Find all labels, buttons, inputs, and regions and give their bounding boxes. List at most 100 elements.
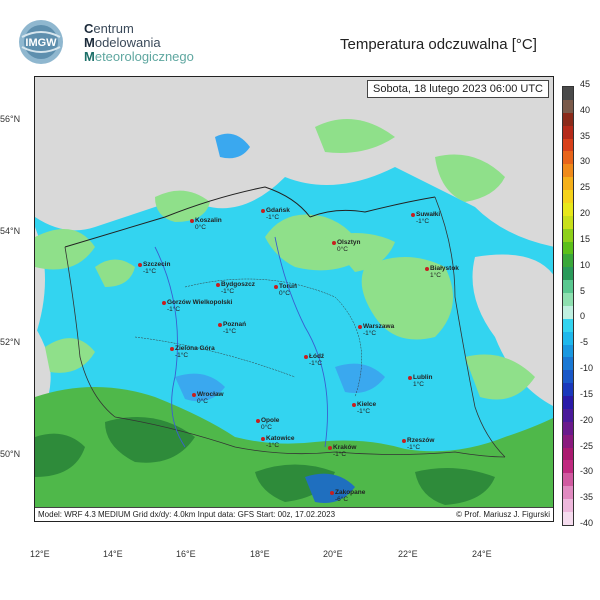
- city-marker: [274, 285, 278, 289]
- color-scale-step: [563, 177, 573, 190]
- color-scale-step: [563, 473, 573, 487]
- city-marker: [138, 263, 142, 267]
- city-marker: [256, 419, 260, 423]
- lat-label: 54°N: [0, 226, 21, 236]
- color-scale-step: [563, 460, 573, 474]
- city-marker: [190, 219, 194, 223]
- color-scale-step: [563, 486, 573, 499]
- city-marker: [162, 301, 166, 305]
- color-scale-step: [563, 305, 573, 319]
- color-scale-step: [563, 396, 573, 409]
- imgw-logo: IMGW: [19, 20, 63, 64]
- city-label: Opole 0°C: [256, 417, 279, 431]
- city-label: Lublin 1°C: [408, 374, 433, 388]
- color-scale-step: [563, 331, 573, 345]
- lat-label: 52°N: [0, 337, 21, 347]
- city-label: Olsztyn 0°C: [332, 239, 360, 253]
- color-scale-label: -40: [580, 518, 594, 528]
- lon-label: 24°E: [472, 549, 492, 559]
- city-label: Suwałki -1°C: [411, 211, 440, 225]
- lat-label: 50°N: [0, 449, 21, 459]
- color-scale-label: 45: [580, 79, 591, 89]
- color-scale-label: -15: [580, 388, 594, 399]
- color-scale-label: 25: [580, 182, 591, 193]
- color-scale-label: -20: [580, 414, 594, 425]
- organization-name: Centrum Modelowania Meteorologicznego: [84, 21, 194, 64]
- color-scale-step: [563, 421, 573, 435]
- city-label: Kraków -1°C: [328, 444, 356, 458]
- lon-label: 14°E: [103, 549, 123, 559]
- lon-label: 22°E: [398, 549, 418, 559]
- color-scale-step: [563, 215, 573, 229]
- color-scale-step: [563, 112, 573, 126]
- city-marker: [216, 283, 220, 287]
- color-scale-label: 30: [580, 156, 591, 167]
- city-marker: [328, 446, 332, 450]
- city-marker: [170, 347, 174, 351]
- color-scale-step: [563, 357, 573, 371]
- city-label: Poznań -1°C: [218, 321, 246, 335]
- lat-label: 56°N: [0, 114, 21, 124]
- city-label: Bydgoszcz -1°C: [216, 281, 255, 295]
- color-scale-step: [563, 241, 573, 255]
- city-label: Koszalin 0°C: [190, 217, 222, 231]
- color-scale-step: [563, 138, 573, 152]
- color-scale-label: -35: [580, 492, 594, 503]
- color-scale-step: [563, 164, 573, 178]
- city-label: Gdańsk -1°C: [261, 207, 290, 221]
- city-marker: [218, 323, 222, 327]
- map-title: Temperatura odczuwalna [°C]: [340, 36, 537, 53]
- city-label: Szczecin -1°C: [138, 261, 170, 275]
- temperature-map: Sobota, 18 lutego 2023 06:00 UTC Gdańsk -…: [34, 76, 554, 522]
- map-canvas: [35, 77, 553, 510]
- lon-label: 18°E: [250, 549, 270, 559]
- lon-label: 20°E: [323, 549, 343, 559]
- color-scale-label: 40: [580, 104, 591, 115]
- lon-label: 12°E: [30, 549, 50, 559]
- city-label: Gorzów Wielkopolski -1°C: [162, 299, 232, 313]
- city-label: Wrocław 0°C: [192, 391, 224, 405]
- color-scale-step: [563, 87, 573, 100]
- model-info: Model: WRF 4.3 MEDIUM Grid dx/dy: 4.0km …: [38, 510, 336, 519]
- color-scale-label: 35: [580, 130, 591, 141]
- forecast-date: Sobota, 18 lutego 2023 06:00 UTC: [366, 80, 549, 98]
- color-scale-step: [563, 293, 573, 306]
- city-marker: [192, 393, 196, 397]
- city-label: Białystok 1°C: [425, 265, 459, 279]
- city-label: Rzeszów -1°C: [402, 437, 434, 451]
- color-scale-step: [563, 228, 573, 242]
- city-marker: [411, 213, 415, 217]
- color-scale-label: 0: [580, 311, 586, 322]
- city-marker: [402, 439, 406, 443]
- color-scale-step: [563, 370, 573, 384]
- color-scale-step: [563, 499, 573, 512]
- color-scale-step: [563, 344, 573, 358]
- color-scale-step: [563, 434, 573, 448]
- city-marker: [332, 241, 336, 245]
- color-scale-step: [563, 408, 573, 422]
- color-scale-step: [563, 151, 573, 165]
- city-label: Kielce -1°C: [352, 401, 376, 415]
- color-scale-label: 10: [580, 259, 591, 270]
- city-marker: [261, 209, 265, 213]
- city-label: Zakopane -6°C: [330, 489, 365, 503]
- color-scale-step: [563, 280, 573, 293]
- city-label: Toruń 0°C: [274, 283, 297, 297]
- color-scale-step: [563, 267, 573, 281]
- color-scale-step: [563, 190, 573, 203]
- city-marker: [358, 325, 362, 329]
- city-marker: [425, 267, 429, 271]
- color-scale-label: -5: [580, 337, 589, 348]
- color-scale-label: 15: [580, 233, 591, 244]
- color-scale-label: 20: [580, 208, 591, 219]
- city-marker: [408, 376, 412, 380]
- color-scale-step: [563, 447, 573, 461]
- map-footer: Model: WRF 4.3 MEDIUM Grid dx/dy: 4.0km …: [35, 507, 553, 521]
- color-scale-step: [563, 511, 573, 525]
- city-label: Zielona Góra -1°C: [170, 345, 215, 359]
- color-scale-label: -30: [580, 466, 594, 477]
- color-scale-step: [563, 125, 573, 139]
- city-label: Łódź -1°C: [304, 353, 324, 367]
- color-scale-label: -25: [580, 440, 594, 451]
- city-label: Warszawa -1°C: [358, 323, 394, 337]
